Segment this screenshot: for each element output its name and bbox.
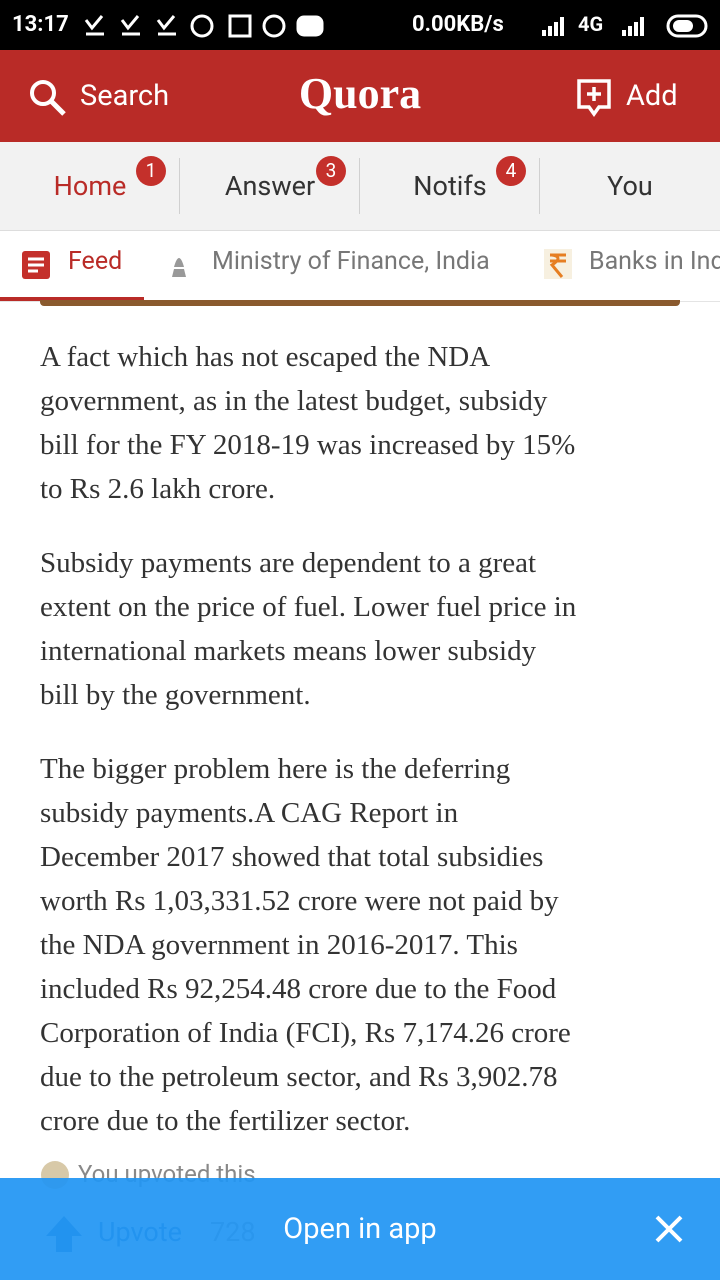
separator [179,158,180,214]
text-line: A fact which has not escaped the NDA [40,341,491,373]
text-line: subsidy payments.A CAG Report in [40,797,459,829]
separator [539,158,540,214]
status-icons [84,14,324,38]
add-button[interactable]: Add [626,79,678,113]
text-line: Corporation of India (FCI), Rs 7,174.26 … [40,1017,571,1049]
topic-nav: Feed Ministry of Finance, India Banks in… [0,231,720,302]
tab[interactable]: Notifs [360,142,540,230]
app-header: Search Quora Add [0,50,720,142]
tab[interactable]: You [540,142,720,230]
text-line: December 2017 showed that total subsidie… [40,841,544,873]
text-line: due to the petroleum sector, and Rs 3,90… [40,1061,558,1093]
status-bar: 13:17 0.00KB/s 4G [0,0,720,50]
text-line: Subsidy payments are dependent to a grea… [40,547,537,579]
tab-bar: Home 1 Answer 3 Notifs 4 You [0,142,720,231]
nav-item[interactable]: Ministry of Finance, India [212,247,490,276]
nav-item[interactable]: Banks in India [589,247,720,276]
tab-label: Notifs [413,170,487,202]
search-button[interactable]: Search [80,79,170,113]
text-line: government, as in the latest budget, sub… [40,385,548,417]
net-speed: 0.00KB/s [412,12,504,37]
badge: 3 [316,156,346,186]
paragraph: Subsidy payments are dependent to a grea… [40,541,700,717]
tab-label: Answer [224,170,316,202]
add-icon[interactable] [576,78,612,118]
text-line: international markets means lower subsid… [40,635,537,667]
tab-label: You [607,170,653,202]
tab[interactable]: Answer [180,142,360,230]
paragraph: A fact which has not escaped the NDA gove… [40,335,700,511]
text-line: The bigger problem here is the deferring [40,753,511,785]
text-line: bill by the government. [40,679,311,711]
nav-item[interactable]: Feed [68,247,123,276]
separator [359,158,360,214]
tab-label: Home [53,170,127,202]
close-button[interactable] [654,1214,684,1244]
badge: 1 [136,156,166,186]
open-app-bar: Open in app [0,1178,720,1280]
active-underline [0,297,144,301]
rupee-icon [544,249,572,279]
time: 13:17 [12,12,69,37]
logo[interactable]: Quora [298,69,422,118]
paragraph: The bigger problem here is the deferring… [40,747,700,1143]
text-line: the NDA government in 2016-2017. This [40,929,518,961]
text-line: extent on the price of fuel. Lower fuel … [40,591,577,623]
text-line: to Rs 2.6 lakh crore. [40,473,276,505]
tab[interactable]: Home [0,142,180,230]
image-edge [40,300,680,306]
badge: 4 [496,156,526,186]
feed-icon [22,251,50,279]
open-app-button[interactable]: Open in app [283,1212,437,1246]
text-line: bill for the FY 2018-19 was increased by… [40,429,576,461]
search-icon[interactable] [28,78,68,118]
text-line: included Rs 92,254.48 crore due to the F… [40,973,557,1005]
emblem-icon [172,258,186,277]
text-line: worth Rs 1,03,331.52 crore were not paid… [40,885,559,917]
network-type: 4G [578,12,604,36]
text-line: crore due to the fertilizer sector. [40,1105,411,1137]
signal-battery [542,14,708,38]
